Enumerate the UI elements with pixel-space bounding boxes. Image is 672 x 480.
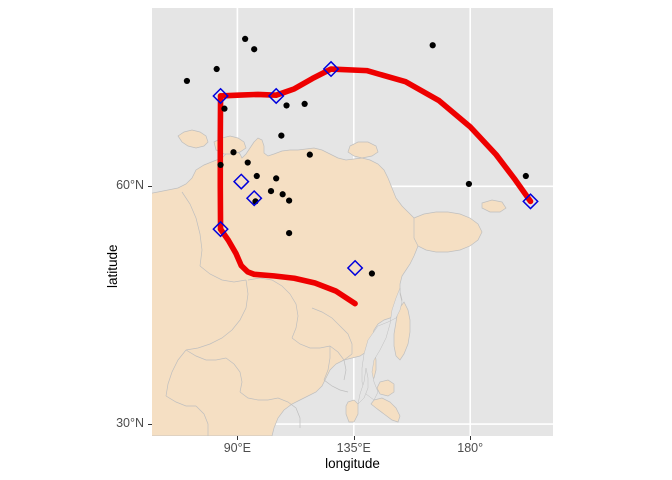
scatter-point: [183, 77, 191, 85]
route-node-marker: [346, 259, 364, 277]
route-nodes-layer: [212, 60, 539, 277]
x-tick-label: 180°: [457, 441, 484, 455]
landmass-layer: [152, 129, 507, 436]
scatter-point: [251, 46, 258, 53]
scatter-point: [368, 270, 376, 277]
y-axis-title: latitude: [105, 244, 120, 288]
y-tick-label: 30°N: [116, 416, 144, 431]
y-tick-mark: [148, 424, 152, 426]
route-path-northern-arc: [217, 66, 534, 205]
scatter-point: [465, 180, 473, 188]
scatter-point: [253, 172, 260, 180]
country-borders: [165, 191, 353, 436]
x-tick-label: 135°E: [336, 441, 371, 455]
x-tick-mark: [237, 436, 239, 440]
scatter-point: [279, 191, 286, 198]
scatter-point: [244, 159, 251, 166]
land-novaya-zemlya: [177, 129, 209, 149]
scatter-point: [267, 187, 275, 195]
land-chukotka: [413, 211, 483, 253]
x-tick-mark: [470, 436, 472, 440]
scatter-point: [301, 100, 308, 108]
y-tick-mark: [148, 186, 152, 188]
scatter-point: [278, 132, 285, 139]
scatter-point: [273, 175, 280, 182]
scatter-points-layer: [183, 35, 529, 277]
land-kamchatka: [393, 301, 411, 361]
scatter-point: [242, 35, 249, 43]
x-tick-mark: [353, 436, 355, 440]
scatter-point: [429, 42, 436, 49]
water-okhotsk: [361, 287, 403, 401]
scatter-point: [283, 102, 290, 109]
route-node-marker: [267, 87, 285, 105]
scatter-point: [221, 105, 228, 112]
scatter-point: [286, 229, 293, 237]
land-hokkaido: [376, 379, 395, 397]
route-node-marker: [212, 87, 229, 105]
y-tick-label: 60°N: [116, 178, 144, 193]
plot-panel: [152, 8, 553, 436]
map-svg: [152, 8, 553, 436]
route-node-marker: [212, 220, 229, 238]
route-node-marker: [232, 173, 250, 190]
x-tick-label: 90°E: [223, 441, 251, 455]
scatter-point: [306, 151, 313, 158]
land-eurasia: [152, 144, 218, 194]
land-new-siberian-islands: [347, 141, 379, 159]
land-korea: [345, 399, 359, 423]
land-honshu: [370, 397, 401, 423]
scatter-point: [230, 149, 237, 156]
land-wrangel-island: [481, 199, 507, 213]
scatter-point: [213, 65, 220, 73]
water-sea-of-japan: [357, 367, 369, 405]
route-path-southern-leg: [217, 226, 358, 307]
route-node-marker: [245, 189, 263, 207]
route-node-marker: [522, 193, 539, 210]
scatter-point: [522, 172, 529, 180]
x-axis-title: longitude: [325, 456, 380, 471]
scatter-point: [217, 161, 224, 169]
route-node-marker: [322, 60, 340, 78]
scatter-point: [286, 197, 293, 204]
